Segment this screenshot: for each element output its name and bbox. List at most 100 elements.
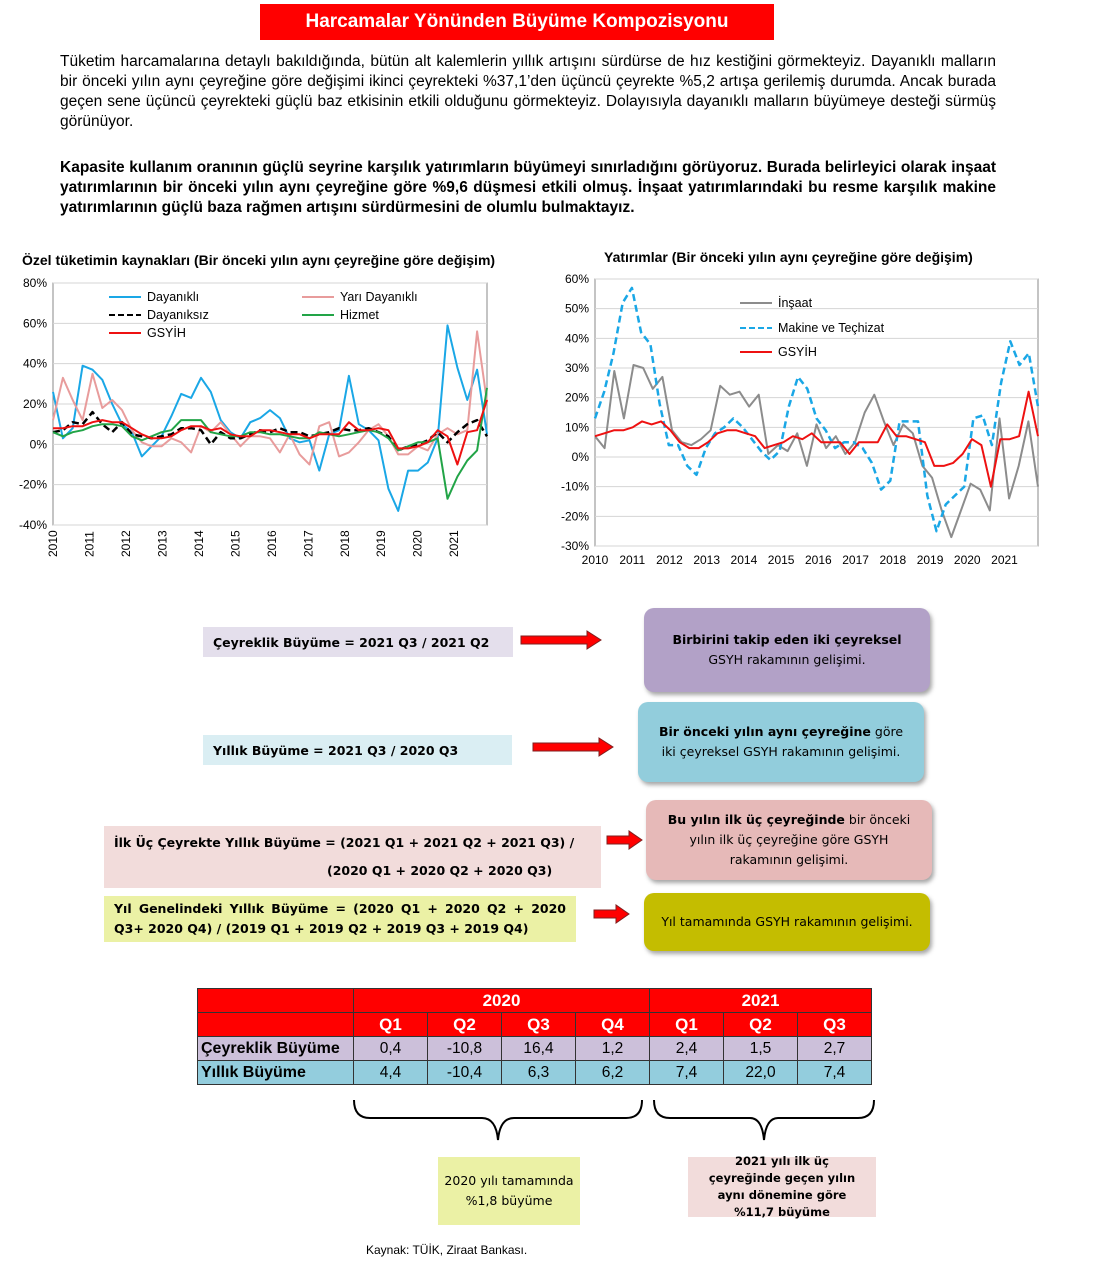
table-quarter: Q1: [649, 1012, 724, 1037]
arrow-icon: [520, 630, 602, 650]
explain-quarterly-bold: Birbirini takip eden iki çeyreksel: [672, 632, 902, 647]
x-tick-label: 2016: [265, 530, 279, 557]
formula-full-year-growth: Yıl Genelindeki Yıllık Büyüme = (2020 Q1…: [104, 896, 576, 942]
table-cell: -10,8: [427, 1036, 502, 1061]
y-tick-label: 60%: [23, 316, 47, 330]
y-tick-label: 50%: [565, 302, 589, 316]
explain-annual-rest: göre iki çeyreksel GSYH rakamının gelişi…: [661, 724, 904, 759]
x-tick-label: 2016: [805, 553, 832, 567]
y-tick-label: -10%: [561, 480, 589, 494]
chart2-title: Yatırımlar (Bir önceki yılın aynı çeyreğ…: [604, 249, 973, 265]
x-tick-label: 2019: [374, 530, 388, 557]
y-tick-label: 30%: [565, 361, 589, 375]
x-tick-label: 2021: [991, 553, 1018, 567]
y-tick-label: 60%: [565, 272, 589, 286]
y-tick-label: -40%: [19, 518, 47, 532]
y-tick-label: 80%: [23, 276, 47, 290]
explain-full-year-text: Yıl tamamında GSYH rakamının gelişimi.: [661, 914, 913, 929]
table-cell: 1,5: [723, 1036, 798, 1061]
table-row-label: Çeyreklik Büyüme: [197, 1036, 354, 1061]
x-tick-label: 2012: [119, 530, 133, 557]
table-cell: 0,4: [353, 1036, 428, 1061]
x-tick-label: 2019: [917, 553, 944, 567]
table-corner: [197, 988, 354, 1013]
x-tick-label: 2017: [842, 553, 869, 567]
table-quarter: Q4: [575, 1012, 650, 1037]
series-line: [594, 364, 1039, 539]
x-tick-label: 2015: [228, 530, 242, 557]
table-cell: 2,7: [797, 1036, 872, 1061]
x-tick-label: 2018: [879, 553, 906, 567]
chart1-title: Özel tüketimin kaynakları (Bir önceki yı…: [22, 252, 496, 268]
formula-first-three-line2: (2020 Q1 + 2020 Q2 + 2020 Q3): [327, 863, 553, 878]
x-tick-label: 2015: [768, 553, 795, 567]
explain-annual-growth: Bir önceki yılın aynı çeyreğine göre iki…: [638, 702, 924, 782]
legend-label: Makine ve Teçhizat: [778, 321, 885, 335]
paragraph-investment: Kapasite kullanım oranının güçlü seyrine…: [60, 159, 996, 216]
table-row-label: Yıllık Büyüme: [197, 1060, 354, 1085]
table-row-annual: Yıllık Büyüme 4,4 -10,4 6,3 6,2 7,4 22,0…: [197, 1060, 872, 1085]
table-quarter: Q3: [797, 1012, 872, 1037]
formula-annual-growth: Yıllık Büyüme = 2021 Q3 / 2020 Q3: [203, 735, 512, 765]
x-tick-label: 2011: [619, 553, 645, 567]
y-tick-label: 0%: [30, 437, 48, 451]
x-tick-label: 2013: [693, 553, 720, 567]
table-year-2020: 2020: [353, 988, 650, 1013]
legend-label: Dayanıksız: [147, 308, 209, 322]
x-tick-label: 2013: [155, 530, 169, 557]
series-line: [52, 410, 489, 452]
table-year-2021: 2021: [649, 988, 872, 1013]
table-quarter: Q1: [353, 1012, 428, 1037]
arrow-icon: [593, 904, 630, 924]
y-tick-label: -20%: [561, 509, 589, 523]
table-corner: [197, 1012, 354, 1037]
formula-first-three-line1: İlk Üç Çeyrekte Yıllık Büyüme = (2021 Q1…: [114, 835, 575, 850]
x-tick-label: 2020: [411, 530, 425, 557]
table-quarter: Q2: [723, 1012, 798, 1037]
table-quarter: Q2: [427, 1012, 502, 1037]
x-tick-label: 2020: [954, 553, 981, 567]
investments-chart: 60% 50% 40% 30% 20% 10% 0% -10% -20% -30%2010 2011…: [561, 272, 1040, 567]
x-tick-label: 2014: [731, 553, 758, 567]
table-quarter: Q3: [501, 1012, 576, 1037]
legend-label: Hizmet: [340, 308, 379, 322]
x-tick-label: 2010: [46, 530, 60, 557]
series-line: [52, 387, 488, 500]
y-tick-label: -30%: [561, 539, 589, 553]
series-line: [52, 330, 488, 466]
series-line: [594, 390, 1039, 488]
y-tick-label: 40%: [23, 357, 47, 371]
table-cell: 7,4: [649, 1060, 724, 1085]
x-tick-label: 2018: [338, 530, 352, 557]
growth-table: 2020 2021 Q1 Q2 Q3 Q4 Q1 Q2 Q3 Çeyreklik…: [197, 988, 872, 1085]
table-cell: 2,4: [649, 1036, 724, 1061]
table-cell: 22,0: [723, 1060, 798, 1085]
x-tick-label: 2011: [82, 531, 96, 557]
x-tick-label: 2017: [301, 530, 315, 557]
explain-quarterly-rest: GSYH rakamının gelişimi.: [708, 652, 866, 667]
brace-icon: [653, 1099, 875, 1141]
y-tick-label: 0%: [572, 450, 590, 464]
table-cell: 4,4: [353, 1060, 428, 1085]
legend-label: İnşaat: [778, 296, 813, 310]
note-2020-growth: 2020 yılı tamamında %1,8 büyüme: [438, 1157, 580, 1225]
explain-first-three-quarters: Bu yılın ilk üç çeyreğinde bir önceki yı…: [646, 800, 932, 880]
explain-full-year: Yıl tamamında GSYH rakamının gelişimi.: [644, 893, 930, 951]
y-tick-label: 10%: [565, 420, 589, 434]
series-line: [53, 399, 488, 466]
y-tick-label: -20%: [19, 478, 47, 492]
private-consumption-chart: 80% 60% 40% 20% 0% -20% -40%2010 2011 2012 2013 20…: [19, 276, 489, 557]
table-cell: 1,2: [575, 1036, 650, 1061]
table-quarter-row: Q1 Q2 Q3 Q4 Q1 Q2 Q3: [197, 1012, 872, 1037]
arrow-icon: [532, 737, 614, 757]
legend-label: GSYİH: [147, 326, 186, 340]
explain-annual-bold: Bir önceki yılın aynı çeyreğine: [658, 724, 871, 739]
source-note: Kaynak: TÜİK, Ziraat Bankası.: [366, 1243, 528, 1257]
formula-quarterly-growth: Çeyreklik Büyüme = 2021 Q3 / 2021 Q2: [203, 627, 513, 657]
table-cell: 16,4: [501, 1036, 576, 1061]
table-row-quarterly: Çeyreklik Büyüme 0,4 -10,8 16,4 1,2 2,4 …: [197, 1036, 872, 1061]
x-tick-label: 2021: [447, 530, 461, 557]
explain-first-three-bold: Bu yılın ilk üç çeyreğinde: [667, 812, 845, 827]
table-year-row: 2020 2021: [197, 988, 872, 1013]
series-line: [593, 286, 1040, 533]
